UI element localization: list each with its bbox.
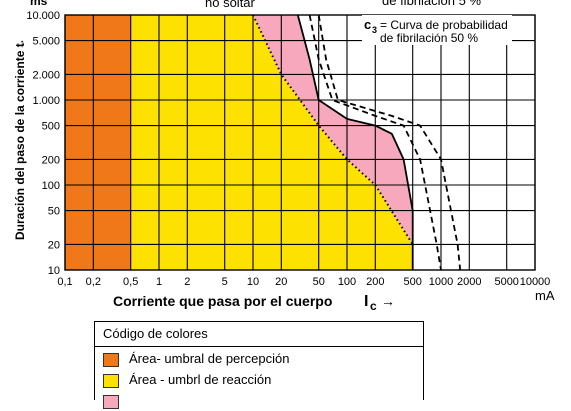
y-tick-label: 100	[42, 180, 60, 192]
x-tick-label: 0,1	[57, 276, 72, 288]
y-axis-label: Duración del paso de la corriente t	[13, 43, 27, 240]
y-tick-label: 10.000	[26, 10, 60, 22]
zone-orange	[65, 15, 131, 270]
x-tick-label: 100	[338, 276, 356, 288]
y-tick-label: 10	[48, 265, 60, 277]
y-tick-label: 50	[48, 206, 60, 218]
legend-title: Código de colores	[103, 326, 208, 341]
x-tick-label: 20	[275, 276, 287, 288]
x-tick-label: 200	[366, 276, 384, 288]
x-tick-label: 1000	[429, 276, 453, 288]
legend-label-percepcion: Área- umbral de percepción	[129, 351, 289, 366]
y-tick-label: 2.000	[32, 69, 60, 81]
y-axis-title: Duración del paso de la corriente t →	[13, 38, 27, 240]
annotation-c3-line2: de fibrilación 50 %	[380, 31, 478, 45]
legend-swatch-yellow	[103, 374, 119, 388]
x-tick-label: 1	[156, 276, 162, 288]
annotation-fibrilacion-5: de fibrilación 5 %	[382, 0, 481, 8]
y-axis-arrow: →	[13, 38, 27, 50]
chart-zones	[65, 15, 413, 270]
annotation-c3-symbol: c	[364, 17, 371, 32]
annotation-no-soltar: no soltar	[205, 0, 256, 10]
legend-label-reaccion: Área - umbrl de reacción	[129, 372, 271, 387]
legend-swatch-orange	[103, 353, 119, 367]
annotation-c3-line1: = Curva de probabilidad	[380, 18, 508, 32]
annotation-c3-subscript: 3	[372, 25, 377, 35]
x-axis-subscript: c	[370, 299, 377, 313]
x-axis-title: Corriente que pasa por el cuerpo I c →	[113, 293, 395, 313]
y-tick-label: 500	[42, 121, 60, 133]
x-tick-label: 2	[184, 276, 190, 288]
legend-divider	[95, 346, 423, 347]
x-tick-label: 10000	[520, 276, 551, 288]
x-tick-label: 500	[404, 276, 422, 288]
y-tick-label: 1.000	[32, 95, 60, 107]
y-tick-label: 5.000	[32, 36, 60, 48]
x-tick-label: 0,2	[86, 276, 101, 288]
x-axis-arrow: →	[381, 293, 395, 309]
x-tick-label: 5000	[494, 276, 518, 288]
legend-swatch-pink	[103, 395, 119, 409]
x-unit-label: mA	[535, 288, 555, 303]
y-tick-label: 200	[42, 154, 60, 166]
y-unit-label: ms	[30, 0, 48, 8]
x-axis-symbol: I	[364, 293, 368, 310]
x-axis-label: Corriente que pasa por el cuerpo	[113, 293, 332, 309]
x-tick-label: 0,5	[123, 276, 138, 288]
x-tick-label: 10	[247, 276, 259, 288]
x-tick-label: 5	[222, 276, 228, 288]
y-tick-label: 20	[48, 239, 60, 251]
x-tick-label: 2000	[457, 276, 481, 288]
x-tick-label: 50	[313, 276, 325, 288]
color-legend: Código de colores Área- umbral de percep…	[94, 321, 424, 400]
